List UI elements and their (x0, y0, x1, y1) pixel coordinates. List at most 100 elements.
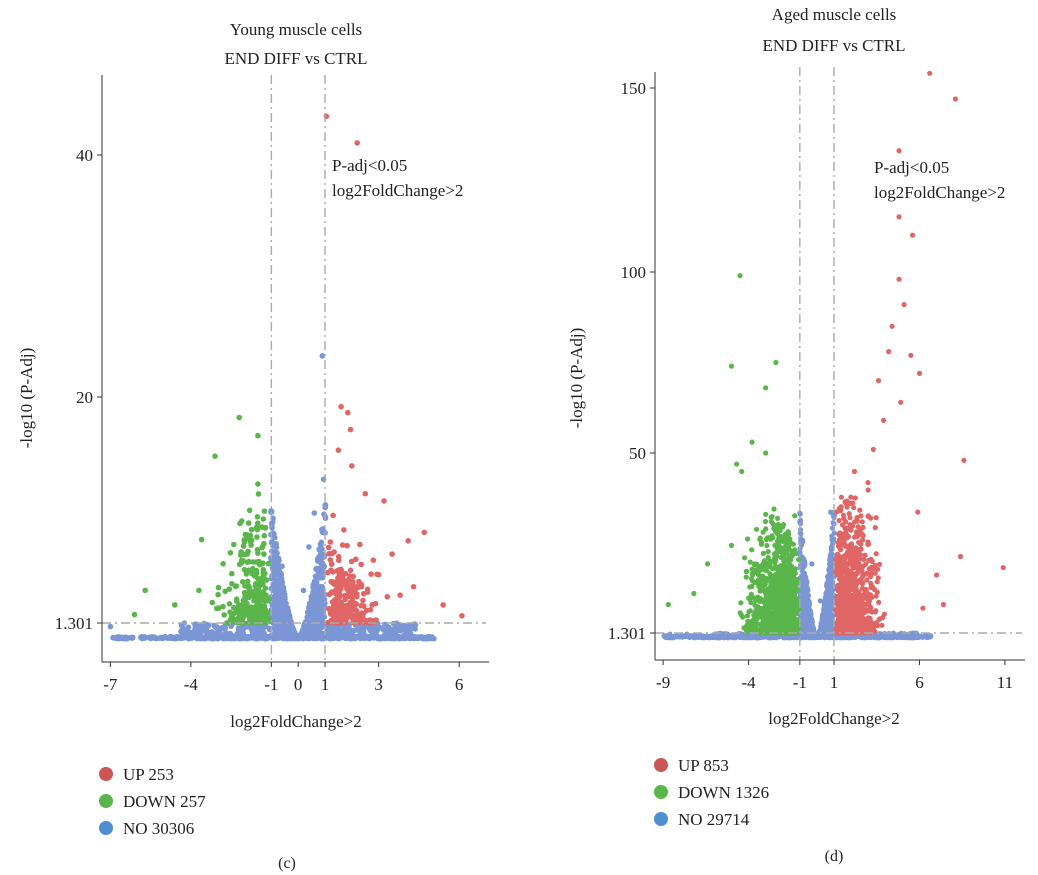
point-up (326, 605, 332, 612)
point-no (863, 634, 869, 640)
point-up (873, 515, 879, 521)
point-down (216, 605, 222, 611)
point-down (261, 551, 267, 557)
point-up (842, 575, 848, 581)
point-up (874, 579, 880, 585)
point-up (421, 529, 428, 536)
point-up (860, 572, 866, 578)
point-down (243, 571, 250, 577)
point-up (836, 599, 842, 605)
point-up (855, 569, 862, 575)
point-no (278, 623, 285, 629)
point-up (860, 537, 866, 543)
point-no (185, 624, 192, 631)
point-up (843, 579, 850, 585)
point-no (310, 589, 317, 595)
point-down (254, 534, 260, 540)
point-no (274, 604, 281, 610)
y-tick-label: 1.301 (55, 614, 93, 633)
point-no (280, 595, 286, 602)
point-down (247, 532, 254, 539)
point-down (260, 516, 267, 522)
point-down (253, 567, 260, 574)
point-down (238, 549, 244, 555)
point-no (727, 632, 733, 638)
point-up (876, 599, 882, 606)
point-up (844, 498, 850, 504)
point-up (410, 584, 417, 590)
point-no (267, 625, 273, 632)
point-no (118, 634, 125, 641)
point-no (114, 635, 120, 642)
point-up (459, 613, 465, 619)
point-no (313, 573, 320, 580)
point-no (348, 632, 354, 639)
point-up (868, 515, 874, 521)
chart-c-legend: UP 253 DOWN 257 NO 30306 (99, 765, 206, 838)
point-no (316, 547, 323, 553)
point-down (255, 491, 262, 497)
point-down (236, 561, 243, 568)
point-up (330, 512, 336, 519)
point-up (358, 581, 365, 588)
point-no (830, 537, 836, 543)
point-down (237, 613, 244, 620)
point-no (356, 632, 363, 638)
point-up (340, 613, 347, 619)
point-no (219, 624, 225, 631)
point-up (860, 524, 866, 530)
point-no (195, 623, 202, 629)
legend-c-down-marker (99, 794, 113, 808)
point-up (344, 542, 350, 549)
point-no (189, 629, 196, 636)
point-no (314, 583, 321, 589)
point-up (838, 559, 844, 565)
point-no (272, 557, 279, 563)
point-no (408, 633, 414, 640)
point-no (338, 632, 344, 639)
point-no (283, 634, 290, 640)
x-tick-label: -4 (184, 675, 199, 694)
point-down (227, 550, 234, 556)
chart-d-title-line1: Aged muscle cells (772, 5, 897, 24)
point-up (346, 583, 353, 589)
point-no (261, 630, 267, 637)
point-no (273, 544, 280, 550)
point-down (253, 559, 259, 565)
point-no (828, 606, 834, 613)
point-up (368, 571, 374, 577)
point-up (859, 596, 865, 603)
point-no (848, 634, 854, 640)
point-up (861, 556, 867, 563)
x-tick-label: -1 (264, 675, 278, 694)
point-no (781, 634, 788, 641)
point-no (367, 627, 374, 634)
point-down (262, 606, 268, 613)
point-down (261, 532, 268, 539)
point-up (330, 579, 337, 585)
point-up (325, 544, 332, 551)
point-no (239, 630, 245, 637)
point-no (167, 633, 174, 640)
point-up (833, 607, 839, 614)
point-no (211, 622, 217, 629)
point-no (315, 555, 321, 562)
point-down (257, 610, 264, 616)
point-up (838, 547, 844, 553)
point-no (371, 634, 378, 641)
point-up (854, 625, 860, 632)
point-up (333, 589, 340, 596)
point-up (360, 590, 367, 597)
point-no (806, 627, 813, 633)
point-no (152, 635, 159, 642)
chart-c-x-label: log2FoldChange>2 (230, 712, 361, 731)
point-up (347, 426, 354, 433)
point-no (279, 563, 285, 569)
point-no (315, 590, 322, 597)
chart-d-plot-area (661, 70, 1006, 641)
point-no (159, 634, 165, 641)
legend-c-up-label: UP 253 (123, 765, 174, 784)
point-up (353, 556, 359, 563)
point-down (198, 536, 205, 543)
